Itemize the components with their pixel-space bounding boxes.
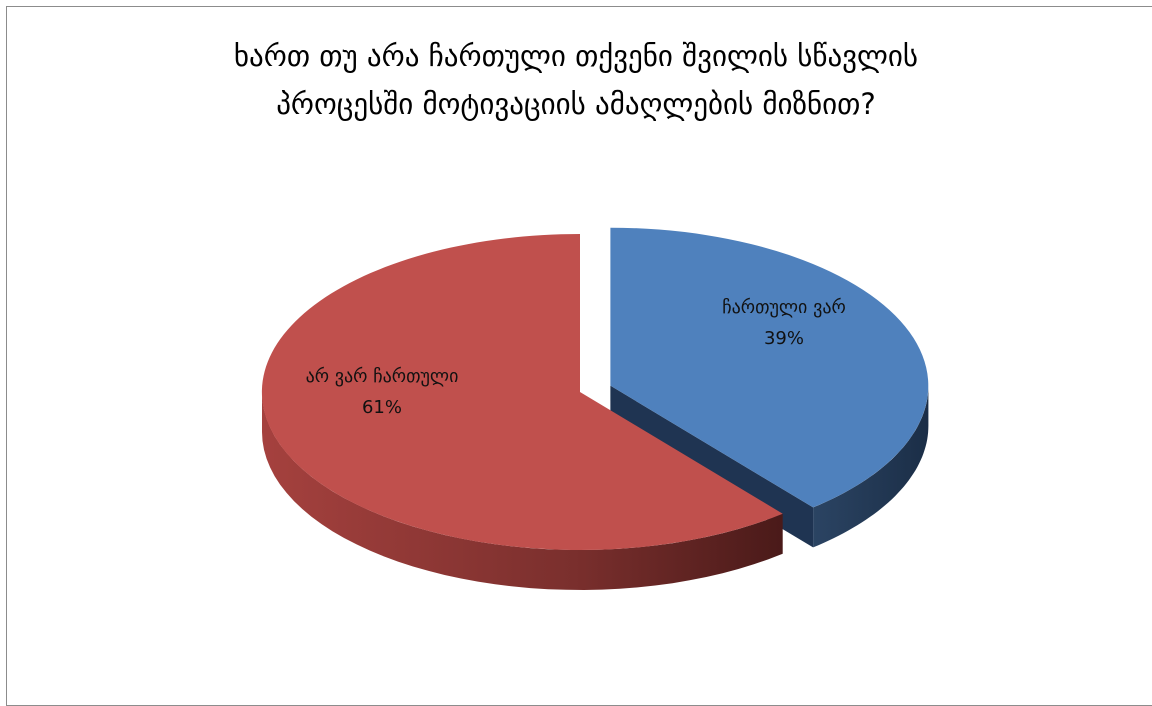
- pie-slice-0: [610, 227, 929, 508]
- pie-slice-label-0: ჩართული ვარ: [722, 297, 846, 318]
- pie-slice-side-1: [262, 392, 783, 590]
- chart-title: ხართ თუ არა ჩართული თქვენი შვილის სწავლი…: [0, 32, 1152, 128]
- chart-title-line-1: ხართ თუ არა ჩართული თქვენი შვილის სწავლი…: [233, 39, 919, 73]
- chart-title-line-2: პროცესში მოტივაციის ამაღლების მიზნით?: [276, 87, 876, 121]
- pie-chart: ჩართული ვარ 39% არ ვარ ჩართული 61%: [261, 227, 929, 590]
- pie-slice-1: [261, 233, 783, 550]
- pie-slice-percent-1: 61%: [362, 397, 402, 418]
- pie-slice-side-0: [813, 385, 929, 548]
- pie-slice-label-1: არ ვარ ჩართული: [306, 366, 459, 387]
- pie-slice-percent-0: 39%: [764, 328, 804, 349]
